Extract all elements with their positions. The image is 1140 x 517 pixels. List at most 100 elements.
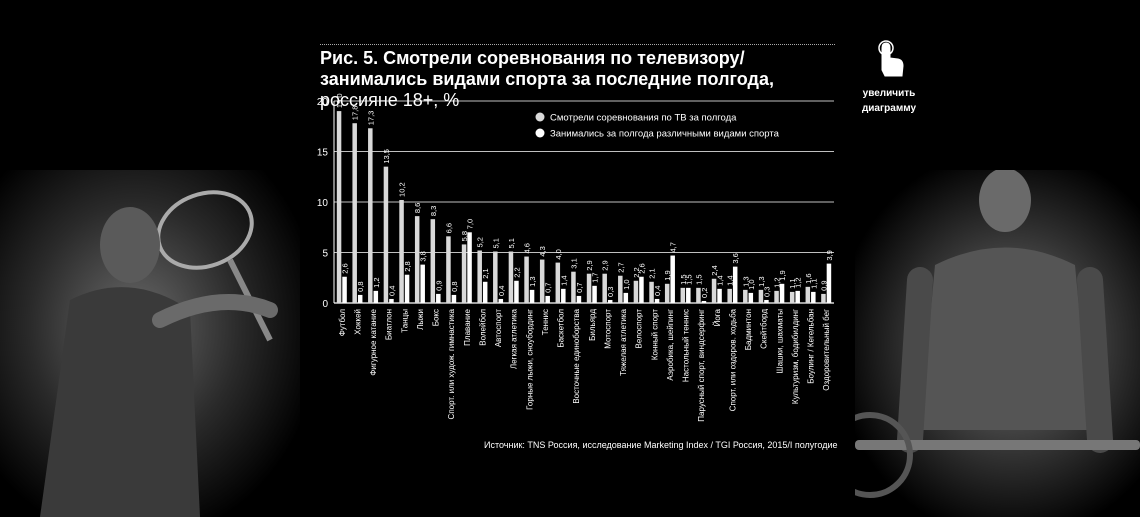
bar-did-sport [545, 295, 550, 303]
title-rule [320, 44, 835, 45]
x-tick-label: Фигурное катание [369, 308, 378, 375]
data-label: 0,4 [497, 286, 506, 296]
data-label: 3,6 [731, 253, 740, 263]
bar-did-sport [607, 299, 613, 303]
data-label: 2,8 [403, 261, 412, 271]
bar-chart: 0 5 10 15 20 19,0 2,6 Футбол 17,8 0,8 Хоккей 17,3 1,… [317, 93, 834, 422]
bar-did-sport [467, 232, 472, 303]
data-label: 1,2 [794, 277, 803, 287]
bar-did-sport [717, 288, 722, 303]
tennis-player-photo [0, 170, 300, 517]
hand-pointer-icon [878, 40, 904, 77]
x-tick-label: Мотоспорт [603, 309, 612, 349]
legend-swatch-did-sport [535, 128, 545, 138]
bar-did-sport [514, 280, 519, 303]
bar-watched [664, 283, 670, 303]
data-label: 1,0 [622, 279, 631, 289]
x-tick-label: Бильярд [588, 309, 597, 341]
bar-did-sport [701, 300, 707, 303]
x-tick-label: Футбол [338, 309, 347, 337]
y-tick-label: 0 [322, 299, 328, 310]
legend-swatch-watched [535, 112, 545, 122]
bar-watched [414, 216, 420, 303]
bar-watched [493, 251, 498, 303]
bar-did-sport [357, 294, 363, 303]
x-tick-label: Тяжелая атлетика [619, 308, 628, 375]
data-label: 2,1 [648, 268, 657, 278]
x-tick-label: Восточные единоборства [572, 308, 581, 403]
data-label: 4,3 [538, 246, 547, 256]
data-label: 19,0 [335, 93, 344, 108]
zoom-diagram-button[interactable]: увеличить диаграмму [852, 40, 926, 115]
data-label: 3,1 [569, 258, 578, 268]
data-label: 1,4 [716, 275, 725, 285]
data-label: 6,6 [444, 223, 453, 233]
bar-did-sport [373, 290, 379, 303]
bar-did-sport [592, 285, 597, 303]
bar-watched [789, 291, 795, 303]
bar-watched [805, 286, 811, 303]
data-label: 4,6 [523, 243, 532, 253]
bar-did-sport [404, 274, 410, 303]
bar-watched [368, 128, 373, 303]
data-label: 13,5 [382, 149, 391, 164]
bar-did-sport [748, 292, 754, 303]
data-label: 1,9 [663, 270, 672, 280]
data-label: 0,8 [356, 281, 365, 291]
bar-did-sport [686, 287, 691, 303]
data-label: 0,4 [387, 286, 396, 296]
x-tick-label: Спорт. или худож. гимнастика [447, 308, 456, 419]
data-label: 1,6 [804, 273, 813, 283]
bar-watched [586, 273, 592, 303]
bar-watched [352, 123, 357, 303]
x-tick-label: Йога [713, 308, 722, 326]
data-label: 3,8 [419, 251, 428, 261]
x-tick-label: Лыжи [416, 309, 425, 330]
data-label: 1,3 [528, 276, 537, 286]
data-label: 8,6 [413, 203, 422, 213]
data-label: 1,2 [773, 277, 782, 287]
bar-watched [602, 273, 607, 303]
data-label: 10,2 [398, 182, 407, 197]
bar-watched [555, 262, 561, 303]
x-tick-label: Волейбол [478, 309, 487, 346]
data-label: 3,9 [825, 250, 834, 260]
chart-title: Рис. 5. Смотрели соревнования по телевиз… [320, 48, 840, 111]
data-label: 1,9 [778, 270, 787, 280]
data-label: 0,3 [762, 287, 771, 297]
bar-did-sport [670, 255, 675, 303]
y-tick-label: 20 [317, 97, 329, 108]
bar-did-sport [498, 298, 504, 303]
data-label: 2,6 [637, 263, 646, 273]
data-label: 17,3 [366, 111, 375, 126]
data-label: 2,4 [710, 265, 719, 275]
bodybuilder-photo [855, 170, 1140, 517]
x-tick-label: Скейтборд [760, 309, 769, 349]
data-label: 0,3 [606, 287, 615, 297]
data-label: 2,9 [585, 260, 594, 270]
legend-label-did-sport: Занимались за полгода различными видами … [550, 129, 780, 140]
bar-watched [477, 250, 482, 303]
y-tick-label: 15 [317, 148, 329, 159]
bar-did-sport [764, 299, 769, 303]
data-label: 0,7 [544, 282, 553, 292]
bar-did-sport [654, 298, 660, 303]
bar-watched [539, 259, 545, 303]
bar-did-sport [420, 264, 425, 303]
bar-watched [649, 281, 654, 303]
data-label: 1,5 [684, 274, 693, 284]
x-tick-label: Шашки, шахматы [775, 309, 784, 374]
data-label: 1,1 [788, 278, 797, 288]
x-tick-label: Боулинг / Кегельбан [807, 309, 816, 384]
bar-did-sport [732, 266, 738, 303]
x-tick-label: Спорт. или оздоров. ходьба [728, 308, 737, 411]
data-label: 17,8 [351, 106, 360, 121]
bar-watched [571, 271, 576, 303]
x-tick-label: Биатлон [385, 309, 394, 340]
data-label: 4,7 [669, 242, 678, 252]
data-label: 1,4 [726, 275, 735, 285]
bar-did-sport [795, 290, 800, 303]
x-tick-label: Хоккей [353, 309, 362, 335]
bar-watched [680, 287, 686, 303]
data-label: 1,1 [809, 278, 818, 288]
